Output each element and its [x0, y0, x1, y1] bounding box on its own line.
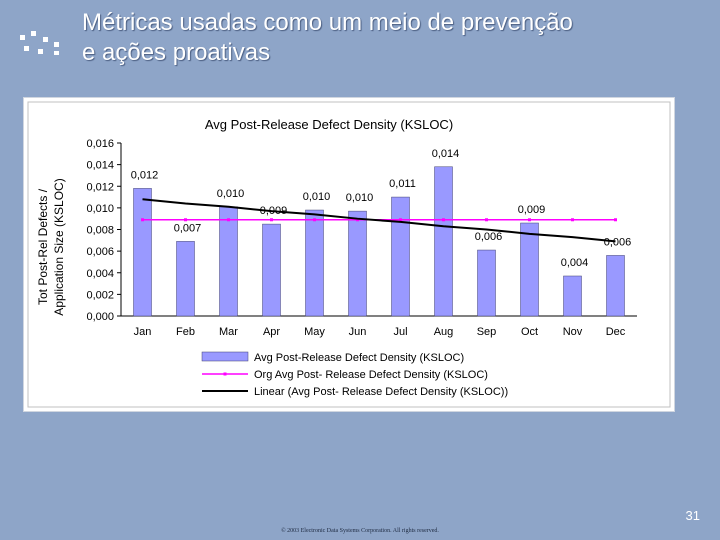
- page-number: 31: [685, 508, 700, 523]
- bar: [391, 196, 410, 317]
- chart-legend: Avg Post-Release Defect Density (KSLOC) O…: [201, 351, 508, 398]
- org-avg-point: [184, 218, 187, 222]
- data-label: 0,009: [518, 204, 546, 216]
- x-tick-label: Mar: [219, 326, 238, 338]
- y-tick-label: 0,016: [86, 138, 114, 150]
- x-tick-label: Nov: [563, 326, 583, 338]
- y-tick-label: 0,004: [86, 268, 114, 280]
- chart-panel: Avg Post-Release Defect Density (KSLOC) …: [23, 97, 675, 412]
- x-tick-label: Dec: [606, 326, 626, 338]
- x-tick-label: May: [304, 326, 325, 338]
- data-label: 0,007: [174, 222, 202, 234]
- org-avg-point: [313, 218, 316, 222]
- data-label: 0,010: [217, 188, 245, 200]
- org-avg-point: [442, 218, 445, 222]
- bar: [563, 275, 582, 317]
- org-avg-point: [571, 218, 574, 222]
- y-axis-label-line-1: Tot Post-Rel Defects /: [36, 188, 50, 305]
- legend-swatch-org-avg-marker: [223, 372, 227, 376]
- org-avg-point: [399, 218, 402, 222]
- x-tick-label: Jan: [134, 326, 152, 338]
- bar: [133, 188, 152, 317]
- slide-title: Métricas usadas como um meio de prevençã…: [82, 8, 712, 68]
- bar: [305, 209, 324, 317]
- slide-title-line-2: e ações proativas: [82, 39, 271, 66]
- org-avg-point: [614, 218, 617, 222]
- series-line-linear-trend: [142, 198, 616, 243]
- x-tick-label: Sep: [477, 326, 497, 338]
- x-tick-label: Oct: [521, 326, 538, 338]
- y-tick-label: 0,000: [86, 311, 114, 323]
- bar: [176, 241, 195, 317]
- bar: [262, 223, 281, 317]
- org-avg-point: [227, 218, 230, 222]
- org-avg-point: [485, 218, 488, 222]
- x-tick-label: Aug: [434, 326, 454, 338]
- slide-title-line-1: Métricas usadas como um meio de prevençã…: [82, 9, 573, 36]
- bar: [434, 166, 453, 317]
- data-label: 0,014: [432, 148, 460, 160]
- defect-density-chart: Avg Post-Release Defect Density (KSLOC) …: [27, 101, 671, 408]
- x-tick-label: Apr: [263, 326, 280, 338]
- org-avg-point: [141, 218, 144, 222]
- org-avg-point: [270, 218, 273, 222]
- y-tick-label: 0,008: [86, 225, 114, 237]
- bar: [348, 210, 367, 317]
- legend-swatch-bar: [201, 351, 249, 362]
- bar: [520, 222, 539, 317]
- y-tick-label: 0,012: [86, 181, 114, 193]
- bar: [606, 255, 625, 317]
- x-tick-label: Jun: [349, 326, 367, 338]
- bar: [219, 206, 238, 317]
- data-label: 0,010: [346, 192, 374, 204]
- chart-title: Avg Post-Release Defect Density (KSLOC): [205, 117, 453, 132]
- legend-label: Linear (Avg Post- Release Defect Density…: [254, 386, 508, 398]
- y-axis-label-line-2: Application Size (KSLOC): [52, 178, 66, 315]
- y-tick-label: 0,014: [86, 160, 114, 172]
- plot-area: 0,000 0,002 0,004 0,006 0,008 0,010 0,012 0,014…: [86, 138, 637, 338]
- data-label: 0,009: [260, 205, 288, 217]
- copyright-footer: © 2003 Electronic Data Systems Corporati…: [281, 528, 439, 534]
- legend-label: Avg Post-Release Defect Density (KSLOC): [254, 352, 464, 364]
- data-label: 0,004: [561, 257, 589, 269]
- bullet-dots-icon: [20, 31, 59, 55]
- x-tick-label: Jul: [393, 326, 407, 338]
- data-label: 0,010: [303, 191, 331, 203]
- bar: [477, 249, 496, 317]
- org-avg-point: [528, 218, 531, 222]
- y-tick-label: 0,006: [86, 246, 114, 258]
- data-label: 0,006: [475, 231, 503, 243]
- org-avg-point: [356, 218, 359, 222]
- data-label: 0,012: [131, 169, 159, 181]
- y-tick-label: 0,010: [86, 203, 114, 215]
- legend-label: Org Avg Post- Release Defect Density (KS…: [254, 369, 488, 381]
- y-tick-label: 0,002: [86, 289, 114, 301]
- data-label: 0,011: [389, 178, 416, 190]
- x-tick-label: Feb: [176, 326, 195, 338]
- data-label: 0,006: [604, 236, 632, 248]
